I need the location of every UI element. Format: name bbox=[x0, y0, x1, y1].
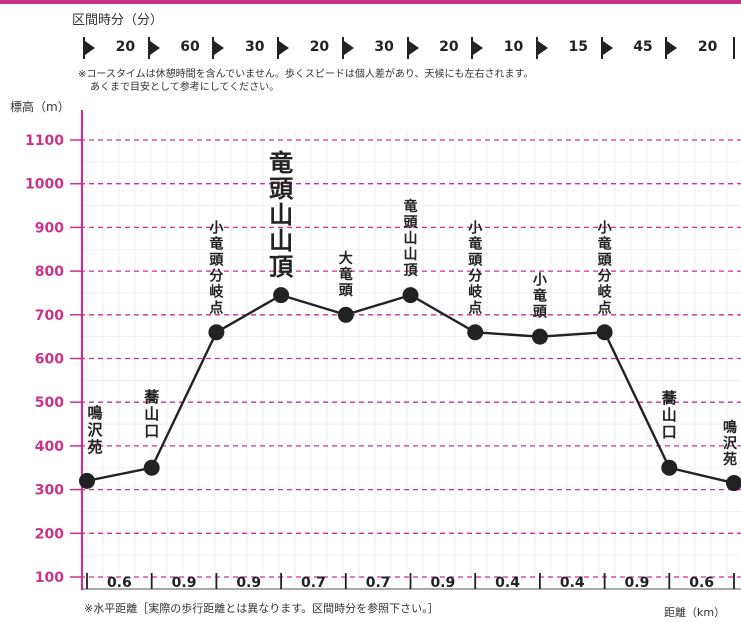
segment-time-10: 20 bbox=[697, 39, 718, 55]
point-label-3: 小竜頭分岐点 bbox=[209, 220, 224, 316]
course-time-note-line1: ※コースタイムは休憩時間を含んでいません。歩くスピードは個人差があり、天候にも左… bbox=[78, 69, 534, 80]
y-tick-label: 1100 bbox=[25, 133, 64, 149]
data-point bbox=[402, 287, 419, 304]
distance-note: ※水平距離［実際の歩行距離とは異なります。区間時分を参照下さい。］ bbox=[84, 602, 439, 615]
segment-arrow-icon bbox=[406, 37, 419, 59]
point-label-4: 竜頭山山頂 bbox=[269, 149, 294, 281]
point-label-2: 蕎山口 bbox=[143, 388, 160, 440]
point-label-9: 小竜頭分岐点 bbox=[598, 220, 613, 316]
segment-arrow-icon bbox=[471, 37, 484, 59]
y-tick-label: 700 bbox=[35, 308, 64, 324]
y-tick-label: 400 bbox=[35, 439, 64, 455]
point-label-10: 蕎山口 bbox=[661, 389, 678, 441]
y-tick-label: 300 bbox=[35, 483, 64, 499]
data-point bbox=[661, 459, 678, 476]
segment-time-1: 20 bbox=[115, 39, 136, 55]
data-point bbox=[273, 287, 290, 304]
segment-arrow-icon bbox=[83, 37, 95, 59]
elevation-profile-line bbox=[86, 293, 735, 485]
segment-time-7: 10 bbox=[503, 39, 524, 55]
point-label-8: 小竜頭 bbox=[533, 273, 548, 321]
distance-label: 0.7 bbox=[301, 575, 326, 591]
point-label-7: 小竜頭分岐点 bbox=[468, 220, 483, 316]
y-tick-label: 900 bbox=[35, 220, 64, 236]
course-time-note-line2: あくまで目安として参考にしてください。 bbox=[90, 82, 280, 93]
section-time-title: 区間時分（分） bbox=[72, 13, 164, 28]
data-point bbox=[467, 324, 484, 341]
distance-label: 0.4 bbox=[560, 575, 585, 591]
data-point bbox=[143, 459, 160, 476]
segment-time-3: 30 bbox=[245, 39, 265, 55]
data-point bbox=[208, 324, 225, 341]
distance-label: 0.4 bbox=[495, 575, 520, 591]
distance-label: 0.9 bbox=[430, 575, 455, 591]
distance-label: 0.7 bbox=[366, 575, 391, 591]
segment-arrow-icon bbox=[341, 37, 354, 59]
distance-label: 0.6 bbox=[689, 575, 714, 591]
y-tick-label: 500 bbox=[35, 395, 64, 411]
segment-arrow-icon bbox=[212, 37, 225, 59]
y-tick-label: 800 bbox=[35, 264, 64, 280]
point-label-6: 竜頭山山頂 bbox=[404, 198, 419, 279]
segment-time-6: 20 bbox=[439, 39, 459, 55]
data-point bbox=[531, 328, 548, 345]
data-point bbox=[79, 472, 95, 489]
y-tick-label: 600 bbox=[35, 352, 64, 368]
data-point bbox=[726, 475, 741, 492]
segment-time-8: 15 bbox=[568, 39, 588, 55]
y-axis-title: 標高（m） bbox=[10, 100, 70, 114]
segment-arrow-icon bbox=[600, 37, 613, 59]
y-tick-label: 100 bbox=[35, 570, 64, 586]
segment-time-9: 45 bbox=[633, 39, 653, 55]
y-tick-label: 1000 bbox=[25, 177, 64, 193]
distance-unit-label: 距離（km） bbox=[664, 606, 726, 619]
data-point bbox=[596, 324, 613, 341]
distance-label: 0.6 bbox=[107, 575, 132, 591]
distance-label: 0.9 bbox=[625, 575, 650, 591]
segment-time-4: 20 bbox=[309, 39, 330, 55]
point-label-1: 鳴沢苑 bbox=[87, 404, 103, 456]
segment-arrow-icon bbox=[665, 37, 678, 59]
distance-label: 0.9 bbox=[172, 575, 197, 591]
segment-arrow-icon bbox=[147, 37, 160, 59]
data-point bbox=[337, 306, 354, 323]
distance-label: 0.9 bbox=[236, 575, 261, 591]
segment-time-5: 30 bbox=[374, 39, 394, 55]
y-tick-label: 200 bbox=[35, 526, 64, 542]
segment-time-2: 60 bbox=[180, 39, 200, 55]
point-label-5: 大竜頭 bbox=[339, 250, 354, 299]
point-label-11: 鳴沢苑 bbox=[722, 419, 738, 468]
segment-arrow-icon bbox=[277, 37, 290, 59]
segment-arrow-icon bbox=[535, 37, 548, 59]
segment-end-marker bbox=[733, 37, 735, 59]
top-rule bbox=[0, 0, 741, 4]
